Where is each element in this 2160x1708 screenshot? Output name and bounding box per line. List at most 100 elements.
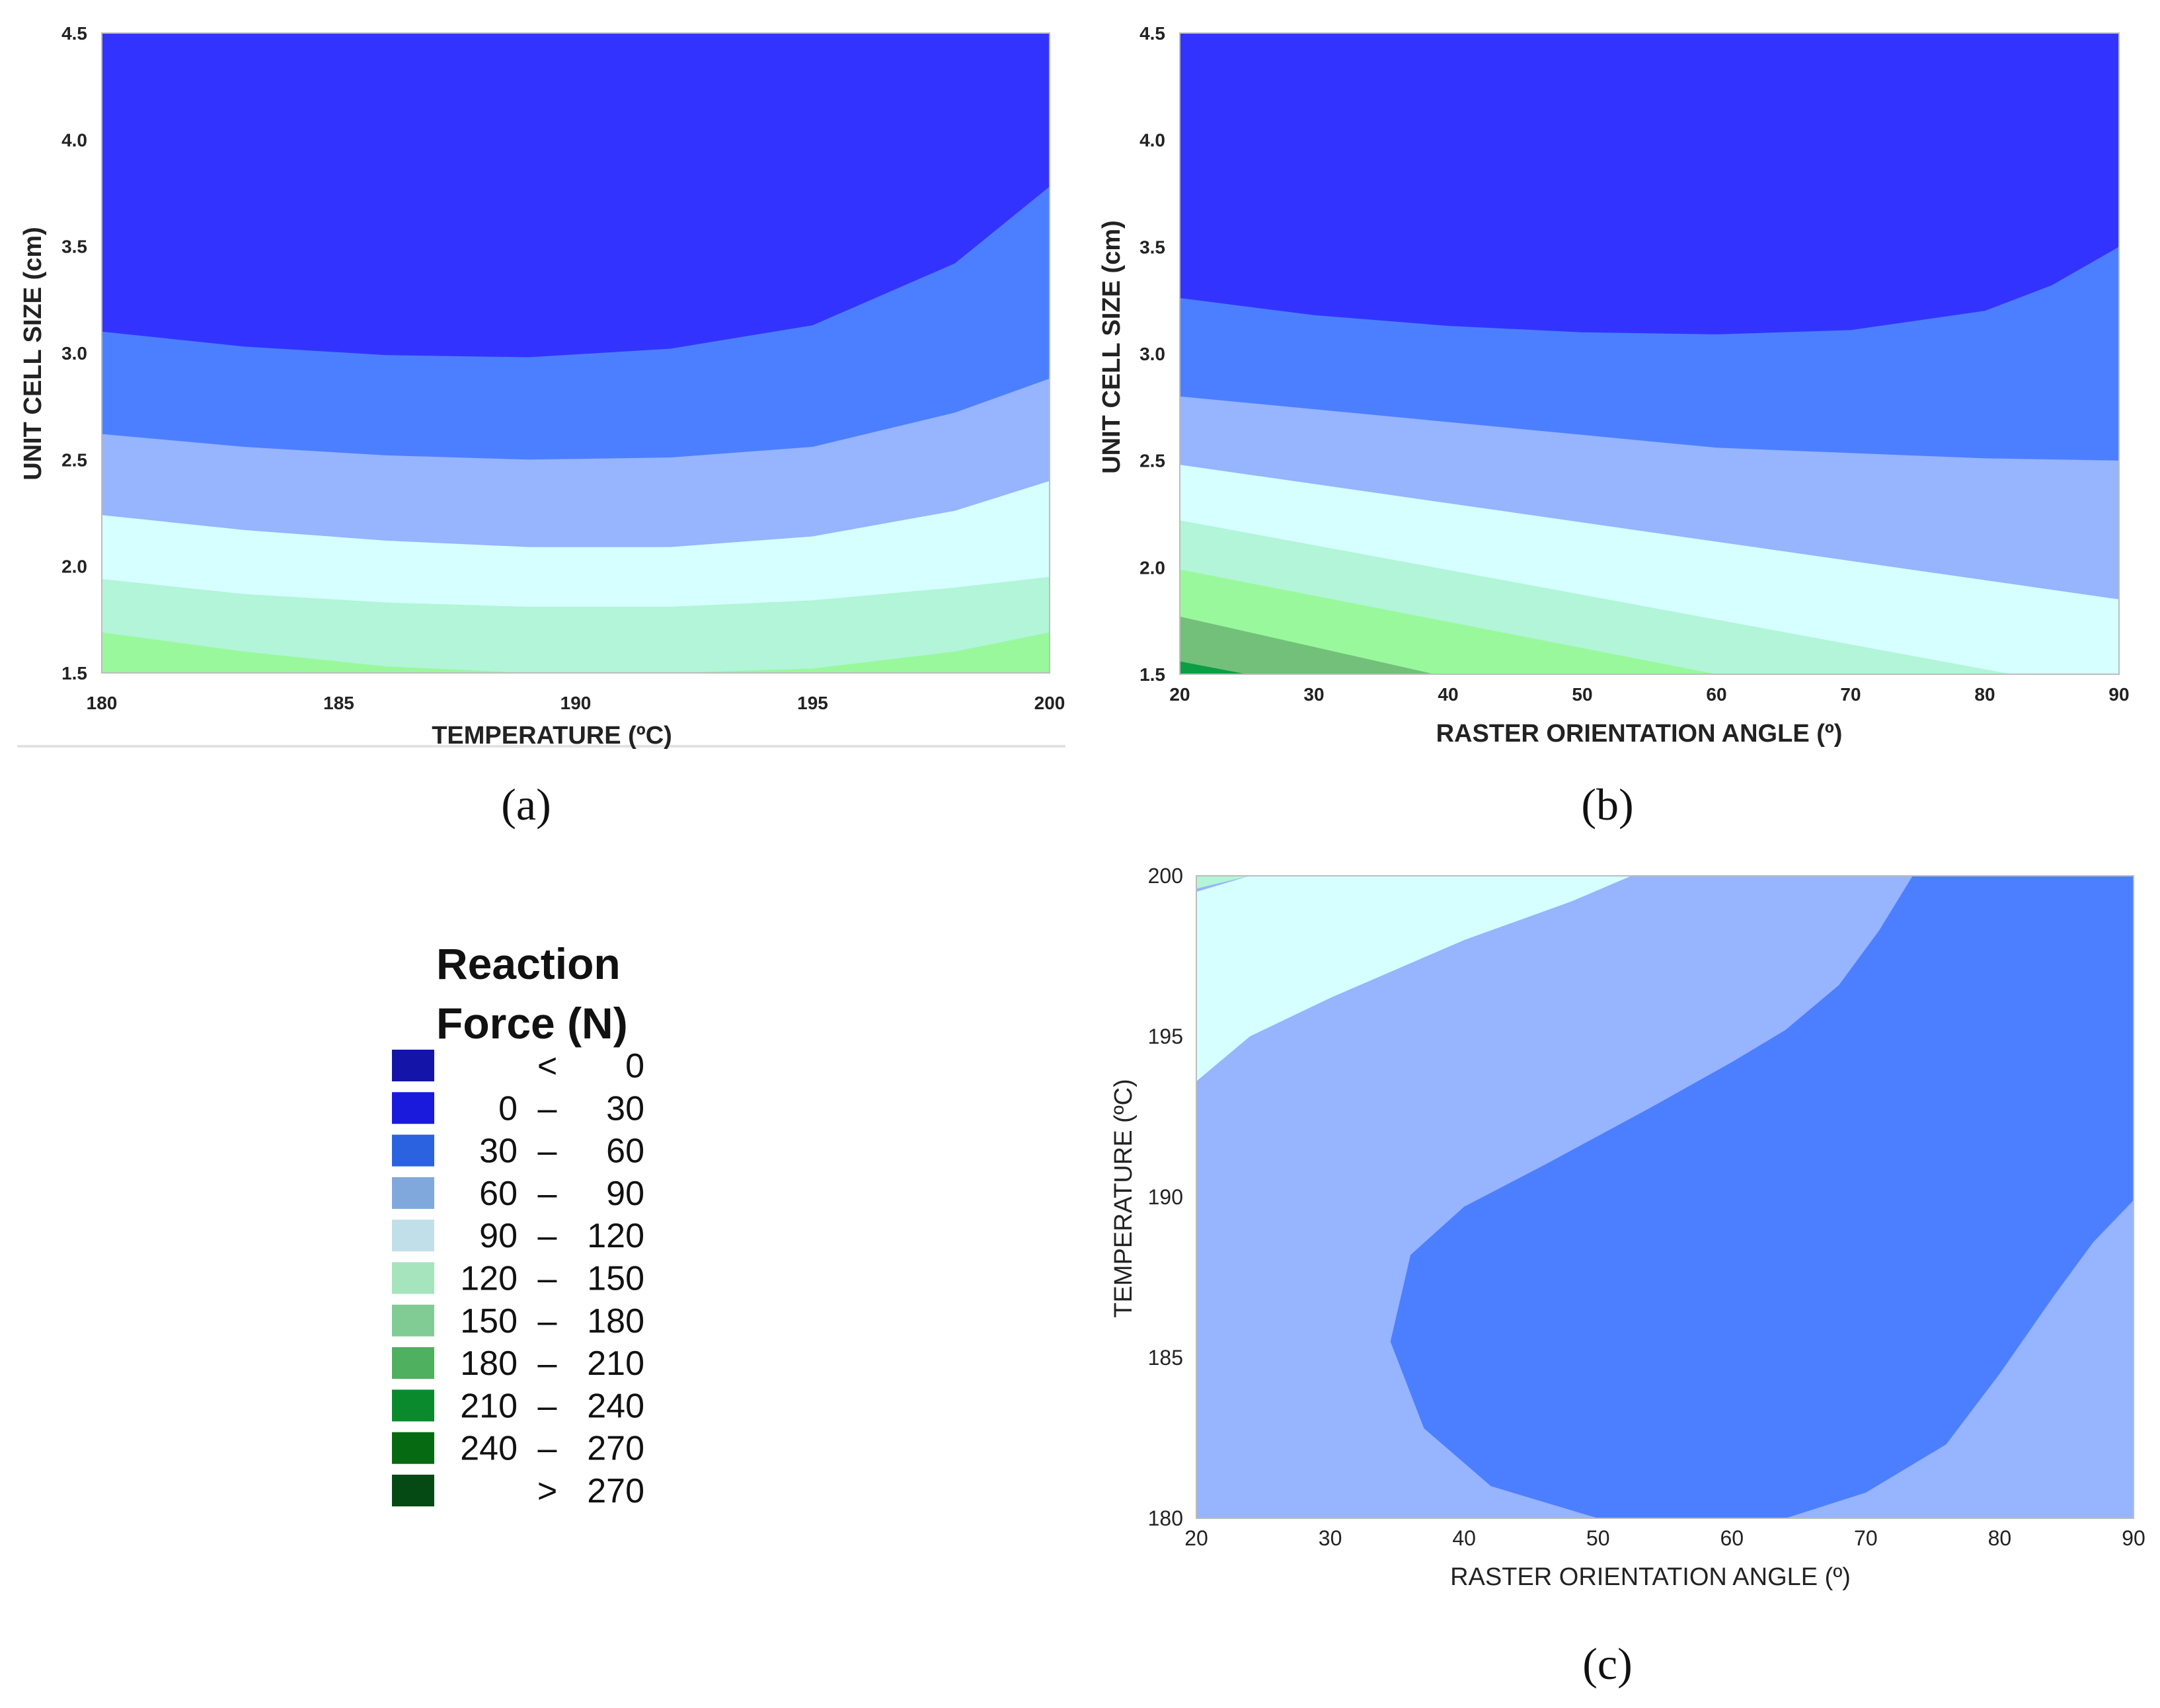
legend-high-1: 30 — [606, 1089, 644, 1128]
contour-band-b-6 — [1180, 616, 2119, 674]
legend-high-2: 60 — [606, 1132, 644, 1171]
y-tick-label-a-4: 3.5 — [61, 237, 87, 257]
legend-low-8: 210 — [460, 1387, 518, 1425]
legend-high-9: 270 — [587, 1430, 644, 1468]
panel-c: 20 30 40 50 60 70 80 90 180 185 190 195 200 RASTER O… — [1110, 864, 2145, 1689]
panel-label-a: (a) — [501, 779, 551, 830]
legend-swatch-9 — [392, 1432, 434, 1464]
legend-low-2: 30 — [479, 1132, 518, 1171]
legend-swatch-8 — [392, 1389, 434, 1422]
plot-area-b: 20 30 40 50 60 70 80 90 1.5 2.0 2.5 3.0 3.5 4.0 4.5 — [1139, 23, 2130, 705]
x-tick-label-c-5: 70 — [1854, 1526, 1878, 1550]
legend-high-5: 150 — [587, 1260, 644, 1298]
plot-frame-b — [1179, 32, 2120, 675]
legend-low-9: 240 — [460, 1430, 518, 1468]
legend-title-line2: Force (N) — [436, 999, 628, 1048]
legend-swatch-7 — [392, 1347, 434, 1379]
legend-swatch-3 — [392, 1177, 434, 1209]
x-tick-label-c-3: 50 — [1586, 1526, 1610, 1550]
legend-high-4: 120 — [587, 1217, 644, 1255]
x-tick-label-c-7: 90 — [2122, 1526, 2145, 1550]
y-axis-label-c: TEMPERATURE (ºC) — [1110, 1079, 1138, 1318]
legend-high-8: 240 — [587, 1387, 644, 1425]
legend-sep-8: – — [538, 1387, 557, 1425]
y-tick-label-b-1: 2.0 — [1139, 557, 1165, 578]
plot-area-c: 20 30 40 50 60 70 80 90 180 185 190 195 200 — [1148, 864, 2145, 1550]
panel-a: 180 185 190 195 200 1.5 2.0 2.5 3.0 3.5 4.0 4.5 TEM… — [17, 23, 1065, 830]
x-tick-label-a-4: 200 — [1034, 693, 1065, 713]
y-tick-label-c-3: 195 — [1148, 1025, 1183, 1048]
legend-low-4: 90 — [479, 1217, 518, 1255]
contour-region-c-0 — [1196, 876, 1250, 889]
legend-sep-2: – — [538, 1132, 557, 1171]
y-tick-label-c-0: 180 — [1148, 1506, 1183, 1530]
y-tick-label-c-1: 185 — [1148, 1346, 1183, 1370]
legend-low-3: 60 — [479, 1175, 518, 1213]
x-tick-label-a-3: 195 — [797, 693, 828, 713]
legend-high-3: 90 — [606, 1175, 644, 1213]
legend-title-line1: Reaction — [436, 939, 621, 988]
y-tick-label-b-2: 2.5 — [1139, 451, 1165, 471]
y-tick-label-b-4: 3.5 — [1139, 237, 1165, 257]
legend-swatch-5 — [392, 1262, 434, 1294]
x-tick-label-a-0: 180 — [87, 693, 118, 713]
legend-high-0: 0 — [625, 1047, 644, 1085]
x-tick-label-c-6: 80 — [1988, 1526, 2012, 1550]
x-tick-label-b-1: 30 — [1303, 684, 1324, 705]
y-tick-label-a-3: 3.0 — [61, 343, 87, 364]
panel-b: 20 30 40 50 60 70 80 90 1.5 2.0 2.5 3.0 3.5 4.0 4.5 RA… — [1098, 23, 2130, 830]
plot-area-a: 180 185 190 195 200 1.5 2.0 2.5 3.0 3.5 4.0 4.5 — [61, 23, 1065, 713]
y-tick-label-a-6: 4.5 — [61, 23, 87, 44]
y-axis-label-b: UNIT CELL SIZE (cm) — [1098, 220, 1126, 474]
x-tick-label-c-1: 30 — [1319, 1526, 1342, 1550]
legend-high-6: 180 — [587, 1302, 644, 1340]
legend-sep-3: – — [538, 1175, 557, 1213]
contour-region-c-1 — [1196, 876, 1632, 1081]
x-tick-label-b-4: 60 — [1706, 684, 1726, 705]
legend-swatch-1 — [392, 1092, 434, 1124]
x-axis-label-c: RASTER ORIENTATION ANGLE (º) — [1450, 1563, 1851, 1591]
legend-high-7: 210 — [587, 1344, 644, 1383]
contour-region-c-2 — [1390, 876, 2134, 1518]
legend-low-5: 120 — [460, 1260, 518, 1298]
y-tick-label-c-4: 200 — [1148, 864, 1183, 888]
x-tick-label-a-2: 190 — [560, 693, 592, 713]
y-tick-label-a-0: 1.5 — [61, 663, 87, 683]
x-tick-label-b-7: 90 — [2108, 684, 2129, 705]
legend-sep-1: – — [538, 1089, 557, 1128]
x-tick-label-c-4: 60 — [1720, 1526, 1744, 1550]
y-tick-label-a-1: 2.0 — [61, 557, 87, 577]
contour-band-b-5 — [1180, 569, 2119, 674]
y-tick-label-b-5: 4.0 — [1139, 130, 1165, 151]
x-axis-label-b: RASTER ORIENTATION ANGLE (º) — [1436, 720, 1843, 748]
legend-sep-0: < — [537, 1047, 557, 1085]
legend-sep-9: – — [538, 1430, 557, 1468]
plot-frame-c — [1196, 875, 2134, 1519]
legend-high-10: 270 — [587, 1472, 644, 1510]
panel-label-b: (b) — [1581, 779, 1633, 830]
legend-swatch-10 — [392, 1475, 434, 1506]
y-tick-label-c-2: 190 — [1148, 1185, 1183, 1209]
y-tick-label-a-2: 2.5 — [61, 449, 87, 470]
legend-swatch-2 — [392, 1134, 434, 1167]
legend-sep-4: – — [538, 1217, 557, 1255]
legend: Reaction Force (N) <00–3030–6060–9090–12… — [392, 939, 644, 1510]
x-tick-label-b-5: 70 — [1840, 684, 1861, 705]
x-tick-label-b-3: 50 — [1572, 684, 1592, 705]
x-tick-label-c-0: 20 — [1184, 1526, 1208, 1550]
y-tick-label-b-6: 4.5 — [1139, 23, 1165, 44]
y-axis-label-a: UNIT CELL SIZE (cm) — [19, 227, 47, 481]
legend-sep-6: – — [538, 1302, 557, 1340]
y-tick-label-a-5: 4.0 — [61, 130, 87, 150]
legend-low-6: 150 — [460, 1302, 518, 1340]
legend-swatch-4 — [392, 1220, 434, 1252]
x-axis-label-a: TEMPERATURE (ºC) — [432, 722, 672, 750]
y-tick-label-b-0: 1.5 — [1139, 664, 1165, 685]
x-tick-label-a-1: 185 — [323, 693, 354, 713]
plot-frame-a — [101, 32, 1050, 674]
legend-entries: <00–3030–6060–9090–120120–150150–180180–… — [392, 1047, 644, 1510]
panel-label-c: (c) — [1582, 1639, 1632, 1689]
x-tick-label-b-6: 80 — [1974, 684, 1995, 705]
x-tick-label-b-0: 20 — [1169, 684, 1190, 705]
